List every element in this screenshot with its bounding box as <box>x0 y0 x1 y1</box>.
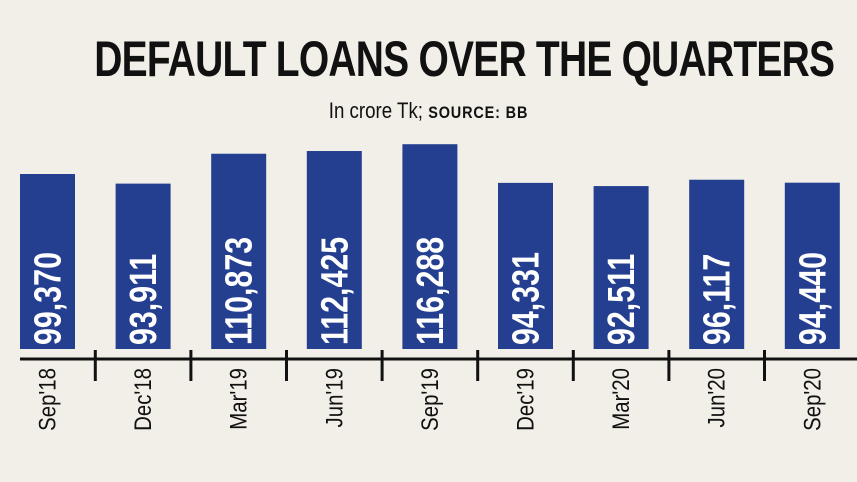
x-tick-label: Sep'20 <box>799 368 826 431</box>
x-tick-label: Dec'18 <box>130 368 157 431</box>
bar-value-label: 112,425 <box>314 237 356 345</box>
bar-value-label: 94,440 <box>792 252 834 345</box>
bar <box>115 183 171 349</box>
source-note: SOURCE: BB <box>428 103 529 122</box>
bar <box>402 144 458 349</box>
bar-value-label: 92,511 <box>601 254 643 345</box>
bar <box>498 182 553 349</box>
bar-value-label: 99,370 <box>27 252 69 345</box>
x-tick-label: Jun'19 <box>321 368 348 427</box>
chart-subtitle: In crore Tk; SOURCE: BB <box>64 98 792 124</box>
x-tick-label: Mar'19 <box>225 368 252 430</box>
bar <box>593 186 649 349</box>
x-tick-label: Dec'19 <box>512 368 539 431</box>
x-tick-label: Sep'19 <box>416 368 443 431</box>
bar <box>784 182 840 349</box>
bar-value-label: 110,873 <box>219 237 261 345</box>
x-tick-label: Jun'20 <box>703 368 730 427</box>
bar-value-label: 93,911 <box>123 254 165 345</box>
chart-title: DEFAULT LOANS OVER THE QUARTERS <box>94 31 835 87</box>
x-tick-label: Mar'20 <box>608 368 635 430</box>
unit-note: In crore Tk; <box>328 98 424 123</box>
x-tick-label: Sep'18 <box>34 368 61 431</box>
bar <box>689 179 745 349</box>
bar <box>211 153 267 349</box>
bar-value-label: 116,288 <box>410 237 452 345</box>
bar <box>306 151 362 349</box>
bar-value-label: 96,117 <box>697 254 739 345</box>
bar <box>20 174 75 349</box>
bar-value-label: 94,331 <box>505 252 547 345</box>
